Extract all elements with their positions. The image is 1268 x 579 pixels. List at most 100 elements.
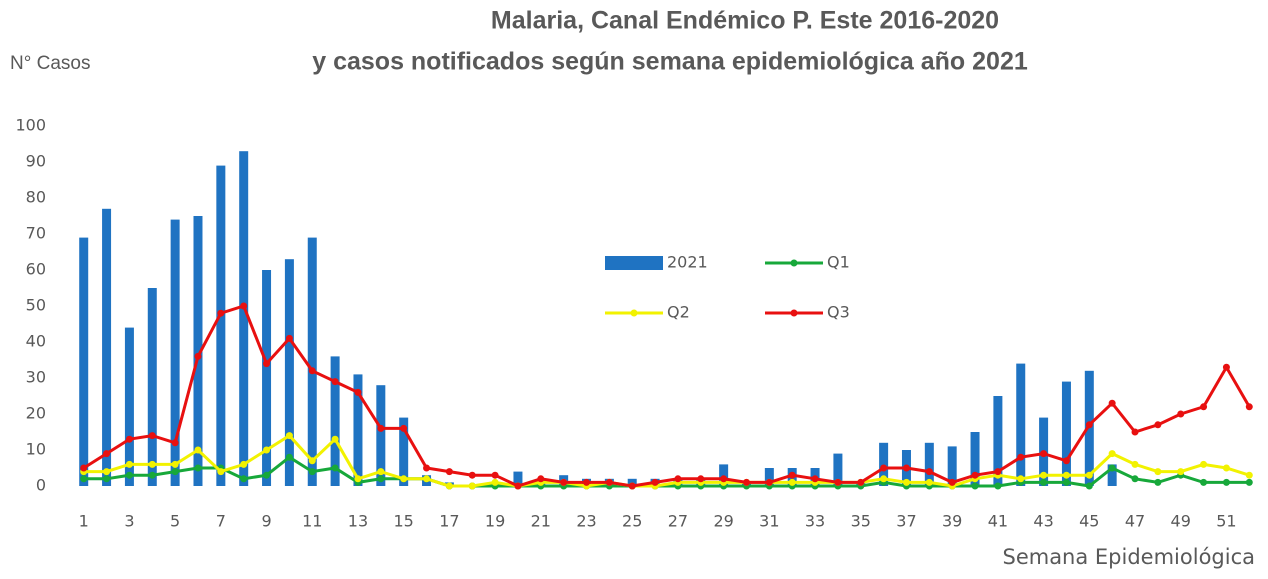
line-marker: [811, 475, 819, 483]
bar: [147, 288, 157, 486]
line-marker: [1177, 468, 1185, 476]
bar: [79, 237, 89, 486]
line-marker: [331, 464, 339, 472]
line-marker: [171, 460, 179, 468]
line-marker: [400, 424, 408, 432]
line-marker: [285, 334, 293, 342]
line-marker: [263, 446, 271, 454]
y-tick-label: 40: [26, 332, 46, 351]
line: [82, 304, 1251, 488]
x-tick-label: 21: [531, 512, 551, 531]
line-marker: [171, 439, 179, 447]
line-marker: [217, 309, 225, 317]
line-marker: [103, 450, 111, 458]
line-marker: [285, 432, 293, 440]
line-marker: [1040, 478, 1048, 486]
line-marker: [537, 475, 545, 483]
line-marker: [1108, 399, 1116, 407]
line-marker: [1085, 482, 1093, 490]
x-tick-label: 7: [216, 512, 226, 531]
line-marker: [1040, 471, 1048, 479]
line-marker: [1040, 450, 1048, 458]
line-marker: [1245, 471, 1253, 479]
bar: [833, 453, 843, 486]
line-marker: [560, 478, 568, 486]
x-tick-label: 35: [851, 512, 871, 531]
line-marker: [308, 468, 316, 476]
x-tick-label: 13: [348, 512, 368, 531]
line-marker: [240, 302, 248, 310]
line-marker: [1017, 475, 1025, 483]
line-marker: [125, 460, 133, 468]
line-marker: [491, 478, 499, 486]
line-marker: [194, 446, 202, 454]
line-marker: [1222, 363, 1230, 371]
legend-label: Q3: [827, 303, 850, 322]
line: [83, 433, 1250, 488]
line-marker: [491, 471, 499, 479]
line-marker: [1017, 453, 1025, 461]
line-marker: [80, 464, 88, 472]
legend-swatch: [790, 309, 798, 317]
bar: [262, 270, 272, 486]
line-marker: [948, 478, 956, 486]
y-tick-label: 60: [26, 260, 46, 279]
line-marker: [308, 367, 316, 375]
x-tick-label: 17: [439, 512, 459, 531]
x-tick-label: 41: [988, 512, 1008, 531]
bar: [924, 442, 934, 486]
x-tick-label: 49: [1171, 512, 1191, 531]
bar: [124, 327, 134, 486]
bar: [1016, 363, 1026, 486]
bar: [1084, 370, 1094, 486]
x-tick-label: 9: [261, 512, 271, 531]
x-tick-label: 43: [1033, 512, 1053, 531]
legend-swatch: [630, 309, 638, 317]
line-marker: [1200, 403, 1208, 411]
line-marker: [994, 482, 1002, 490]
line-marker: [125, 471, 133, 479]
line-marker: [148, 432, 156, 440]
x-tick-label: 31: [759, 512, 779, 531]
line-marker: [423, 475, 431, 483]
line-marker: [651, 478, 659, 486]
line-marker: [1200, 478, 1208, 486]
line-marker: [445, 482, 453, 490]
line-marker: [834, 478, 842, 486]
legend-swatch: [605, 256, 663, 270]
x-tick-label: 1: [79, 512, 89, 531]
line-marker: [971, 482, 979, 490]
x-tick-label: 27: [668, 512, 688, 531]
line-marker: [1177, 410, 1185, 418]
line-marker: [285, 453, 293, 461]
line-marker: [674, 475, 682, 483]
line-marker: [445, 468, 453, 476]
chart-subtitle: y casos notificados según semana epidemi…: [312, 48, 1028, 76]
line-marker: [400, 475, 408, 483]
x-tick-label: 15: [393, 512, 413, 531]
line-marker: [194, 352, 202, 360]
bar: [330, 356, 340, 486]
bar: [879, 442, 889, 486]
line-marker: [1222, 478, 1230, 486]
line-marker: [902, 478, 910, 486]
y-tick-label: 90: [26, 152, 46, 171]
bar: [239, 151, 249, 486]
y-tick-label: 70: [26, 224, 46, 243]
line-marker: [697, 475, 705, 483]
line-marker: [1154, 421, 1162, 429]
line-marker: [1062, 457, 1070, 465]
line-marker: [857, 478, 865, 486]
line-marker: [1154, 478, 1162, 486]
line-marker: [880, 464, 888, 472]
x-tick-label: 5: [170, 512, 180, 531]
line-marker: [902, 464, 910, 472]
line-marker: [80, 475, 88, 483]
line-marker: [880, 475, 888, 483]
line-marker: [103, 468, 111, 476]
bar: [216, 165, 226, 486]
line-marker: [217, 468, 225, 476]
line-marker: [788, 478, 796, 486]
y-tick-label: 80: [26, 188, 46, 207]
line-marker: [514, 482, 522, 490]
